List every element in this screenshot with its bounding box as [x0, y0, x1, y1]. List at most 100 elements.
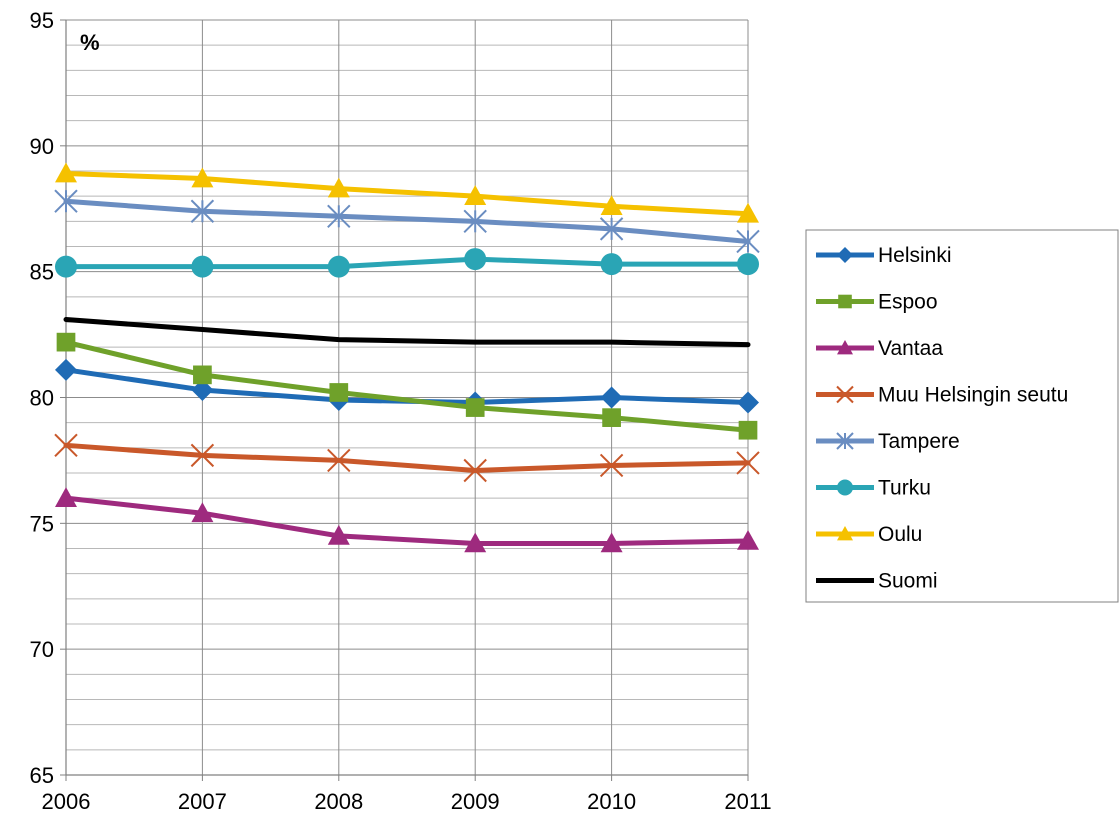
- data-point-turku: [55, 255, 77, 278]
- marker-stroke: [54, 433, 78, 458]
- legend-item-turku: Turku: [816, 477, 931, 500]
- data-point-helsinki: [191, 378, 214, 401]
- legend-label: Helsinki: [878, 244, 952, 267]
- legend-box: [805, 229, 1119, 603]
- series-line-vantaa: [63, 495, 751, 546]
- legend-item-espoo: Espoo: [816, 291, 938, 314]
- y-tick-label: 70: [30, 637, 54, 662]
- data-point-oulu: [737, 202, 759, 223]
- series-line-espoo: [63, 339, 751, 433]
- data-point-espoo: [465, 398, 485, 417]
- marker-stroke: [463, 458, 487, 483]
- legend-label: Muu Helsingin seutu: [878, 384, 1068, 407]
- data-point-tampere: [327, 204, 351, 229]
- legend-marker-helsinki: [837, 247, 853, 263]
- data-point-muu-helsingin-seutu: [327, 448, 351, 473]
- y-tick-label: 65: [30, 763, 54, 788]
- data-point-muu-helsingin-seutu: [736, 451, 760, 475]
- data-point-muu-helsingin-seutu: [599, 453, 624, 478]
- grid-lines: [66, 19, 749, 776]
- legend-label: Turku: [878, 477, 931, 500]
- series-line-turku: [63, 256, 751, 270]
- data-point-muu-helsingin-seutu: [54, 433, 78, 458]
- marker-stroke: [327, 448, 351, 473]
- data-point-vantaa: [55, 487, 77, 507]
- data-point-turku: [600, 253, 623, 276]
- data-point-oulu: [191, 167, 214, 188]
- data-point-oulu: [464, 185, 487, 205]
- legend: Helsinki Espoo Vantaa Muu Helsingin seutu Ta…: [805, 229, 1119, 603]
- marker-stroke: [599, 453, 624, 478]
- data-point-vantaa: [327, 524, 350, 545]
- data-point-helsinki: [55, 358, 77, 381]
- series-line-suomi: [63, 316, 751, 348]
- series-line-muu-helsingin-seutu: [63, 442, 751, 473]
- series-turku: [55, 248, 759, 278]
- y-unit-label: %: [80, 30, 100, 55]
- data-point-espoo: [193, 365, 212, 385]
- data-point-tampere: [463, 209, 487, 234]
- legend-item-suomi: Suomi: [816, 570, 938, 593]
- x-tick-label: 2006: [42, 789, 91, 814]
- data-point-oulu: [55, 162, 77, 183]
- data-point-tampere: [736, 229, 760, 254]
- legend-item-vantaa: Vantaa: [816, 337, 943, 360]
- data-point-tampere: [190, 199, 215, 223]
- series-tampere: [54, 189, 760, 254]
- data-point-espoo: [56, 332, 76, 352]
- data-point-espoo: [602, 408, 621, 427]
- series-group: [54, 162, 760, 553]
- legend-label: Vantaa: [878, 337, 943, 360]
- y-tick-label: 75: [30, 511, 54, 536]
- x-tick-label: 2011: [724, 789, 771, 814]
- data-point-tampere: [54, 189, 78, 213]
- axes: [60, 19, 749, 781]
- legend-label: Espoo: [878, 291, 938, 314]
- series-line-tampere: [63, 198, 751, 244]
- legend-item-muu-helsingin-seutu: Muu Helsingin seutu: [816, 384, 1068, 407]
- series-line-oulu: [63, 171, 751, 217]
- legend-item-tampere: Tampere: [816, 430, 960, 453]
- legend-marker-tampere: [836, 432, 854, 450]
- x-tick-label: 2007: [178, 789, 227, 814]
- data-point-turku: [464, 248, 487, 271]
- y-tick-labels: 65 70 75 80 85 90 95: [30, 8, 54, 788]
- data-point-muu-helsingin-seutu: [190, 443, 215, 468]
- y-tick-label: 80: [30, 386, 54, 411]
- data-point-helsinki: [737, 391, 759, 414]
- data-point-turku: [191, 255, 214, 278]
- data-point-vantaa: [464, 532, 487, 553]
- marker-stroke: [736, 451, 760, 475]
- legend-label: Tampere: [878, 430, 960, 453]
- legend-item-oulu: Oulu: [816, 523, 922, 546]
- data-point-tampere: [599, 217, 624, 241]
- data-point-espoo: [738, 420, 758, 440]
- legend-marker-vantaa: [837, 340, 853, 355]
- legend-label: Oulu: [878, 523, 922, 546]
- series-suomi: [63, 316, 751, 348]
- y-tick-label: 85: [30, 260, 54, 285]
- x-tick-label: 2008: [314, 789, 363, 814]
- x-tick-label: 2010: [587, 789, 636, 814]
- data-point-vantaa: [737, 529, 759, 550]
- series-vantaa: [55, 487, 759, 553]
- series-muu-helsingin-seutu: [54, 433, 760, 483]
- x-tick-label: 2009: [451, 789, 500, 814]
- x-tick-labels: 2006 2007 2008 2009 2010 2011: [42, 789, 772, 814]
- y-tick-label: 95: [30, 8, 54, 33]
- data-point-oulu: [327, 177, 350, 198]
- marker-stroke: [190, 443, 215, 468]
- data-point-espoo: [329, 383, 349, 402]
- legend-marker-muu-helsingin-seutu: [836, 385, 854, 404]
- data-point-turku: [737, 253, 759, 276]
- series-espoo: [56, 332, 758, 440]
- legend-marker-oulu: [837, 526, 853, 541]
- data-point-vantaa: [191, 502, 214, 523]
- legend-marker-espoo: [838, 294, 852, 309]
- data-point-oulu: [600, 195, 623, 216]
- y-tick-label: 90: [30, 134, 54, 159]
- data-point-muu-helsingin-seutu: [463, 458, 487, 483]
- legend-label: Suomi: [878, 570, 938, 593]
- series-oulu: [55, 162, 759, 223]
